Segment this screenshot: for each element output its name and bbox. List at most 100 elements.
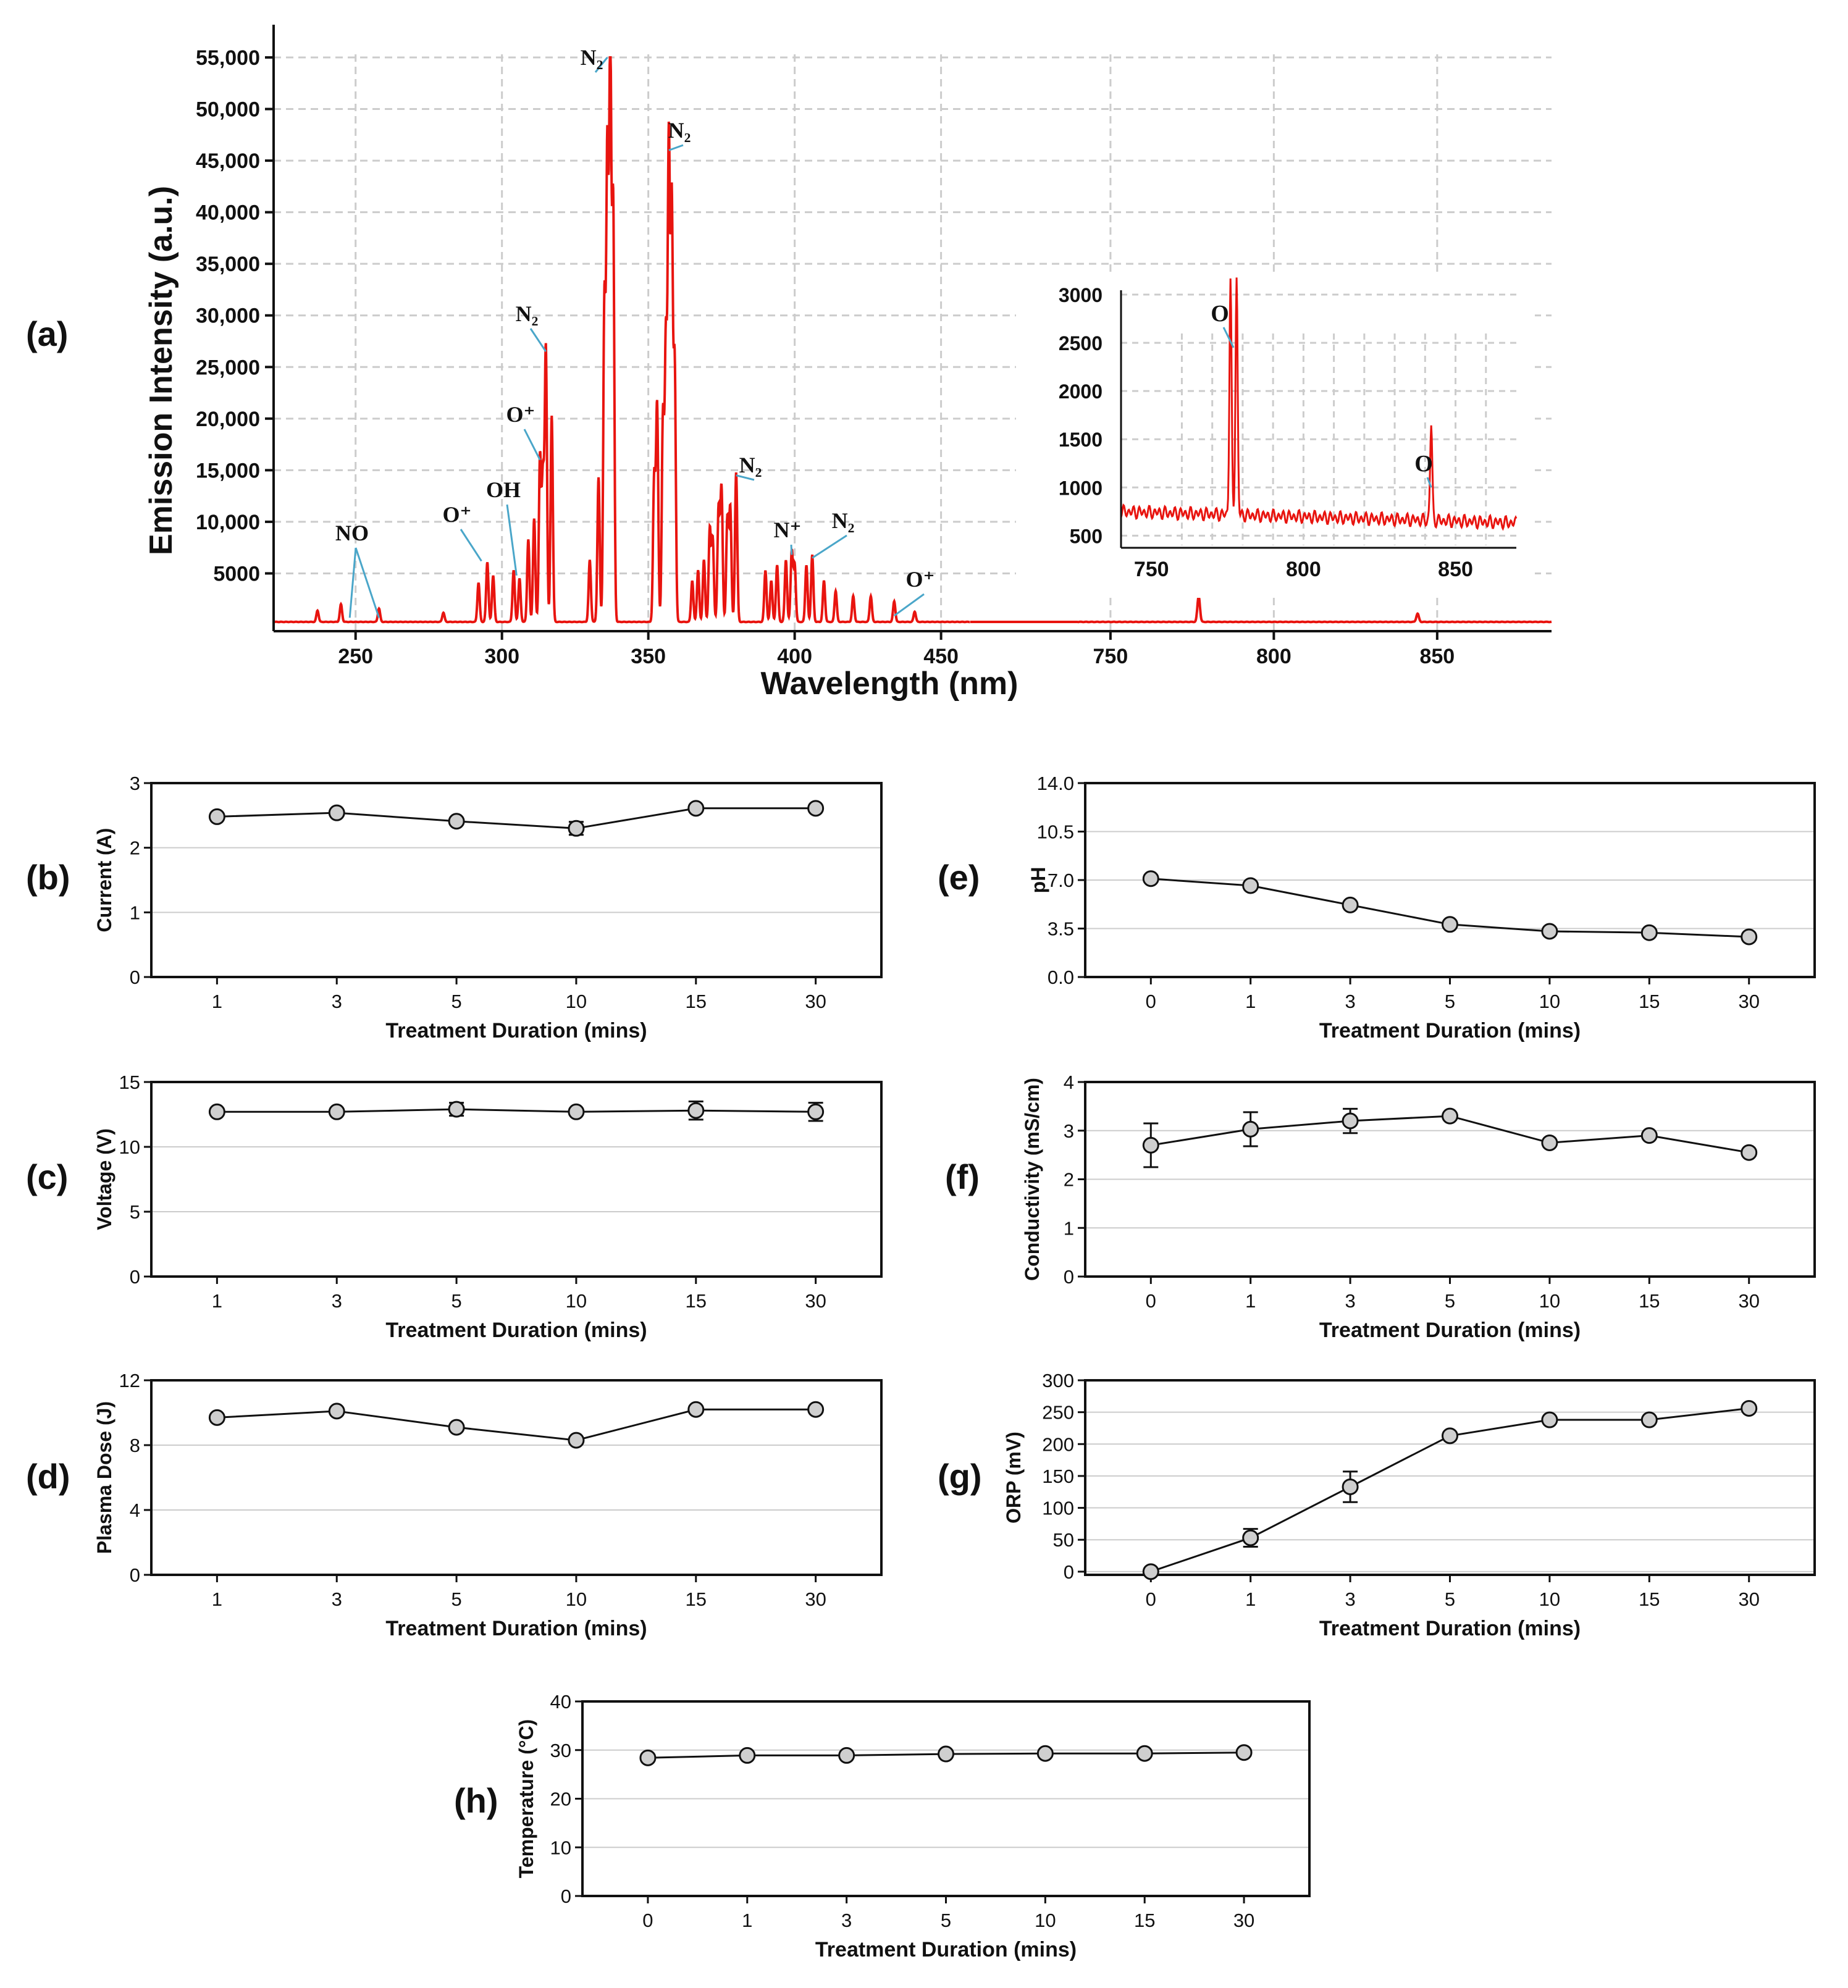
annotation-leader <box>523 429 541 461</box>
y-tick-label: 0 <box>130 967 140 988</box>
x-tick-label: 3 <box>1345 991 1355 1012</box>
x-tick-label: 250 <box>338 645 373 668</box>
data-point <box>1541 1134 1558 1151</box>
inset-y-tick-label: 1000 <box>1059 477 1102 499</box>
x-tick-label: 5 <box>1445 991 1455 1012</box>
y-tick-label: 35,000 <box>196 253 260 276</box>
chart-h: 0 10 20 30 40 0 1 3 5 10 15 30 Treatment Duration (m… <box>454 1691 1311 1961</box>
data-point <box>739 1747 756 1764</box>
data-point <box>1136 1745 1153 1762</box>
x-tick-label: 0 <box>1146 991 1156 1012</box>
annotation-leader <box>355 547 380 618</box>
annotation-leader <box>594 57 608 73</box>
x-axis-title: Treatment Duration (mins) <box>385 1319 647 1342</box>
data-point <box>448 813 465 830</box>
x-tick-label: 5 <box>941 1910 951 1931</box>
inset-background <box>1016 277 1535 598</box>
data-point <box>1442 1427 1458 1445</box>
x-tick-label: 3 <box>1345 1290 1355 1312</box>
y-tick-label: 5 <box>130 1201 140 1223</box>
data-point <box>1640 924 1658 941</box>
panel-label: (g) <box>938 1457 982 1496</box>
y-tick-label: 100 <box>1042 1498 1074 1519</box>
data-point <box>807 800 825 817</box>
x-tick-label: 10 <box>566 991 587 1012</box>
data-point <box>1541 1411 1558 1428</box>
x-tick-label: 15 <box>1639 1290 1660 1312</box>
annotation-label: N₂ <box>516 301 539 326</box>
x-tick-label: 30 <box>805 1290 826 1312</box>
x-axis-title: Wavelength (nm) <box>761 666 1018 702</box>
x-tick-label: 5 <box>451 1588 461 1610</box>
annotation-label: N₂ <box>739 453 762 477</box>
panel-label: (d) <box>26 1457 70 1496</box>
y-tick-label: 15 <box>119 1072 140 1093</box>
x-tick-label: 750 <box>1093 645 1128 668</box>
x-tick-label: 15 <box>686 1588 707 1610</box>
annotation-leader <box>529 328 547 353</box>
chart-f: 0 1 2 3 4 0 1 3 5 10 15 30 Treatment Duration (mins)… <box>945 1072 1816 1342</box>
x-tick-label: 30 <box>805 991 826 1012</box>
data-point <box>1640 1411 1658 1428</box>
x-tick-label: 0 <box>642 1910 653 1931</box>
y-axis-title: Emission Intensity (a.u.) <box>143 186 179 555</box>
data-point <box>1342 1478 1359 1495</box>
x-tick-label: 10 <box>566 1290 587 1312</box>
y-tick-label: 2 <box>1064 1169 1074 1191</box>
y-tick-label: 30,000 <box>196 304 260 328</box>
x-tick-label: 1 <box>742 1910 752 1931</box>
annotation-leader <box>893 593 925 617</box>
x-tick-label: 10 <box>1539 1588 1560 1610</box>
data-point <box>448 1419 465 1436</box>
annotation-label: NO <box>335 521 369 545</box>
y-tick-label: 300 <box>1042 1370 1074 1391</box>
inset-y-tick-label: 1500 <box>1059 429 1102 451</box>
x-tick-label: 1 <box>212 991 222 1012</box>
chart-a: 5000 10,000 15,000 20,000 25,000 30,000 35,000… <box>26 25 1552 702</box>
y-tick-label: 40,000 <box>196 201 260 225</box>
data-point <box>1142 1563 1159 1580</box>
y-tick-label: 0 <box>130 1266 140 1288</box>
y-tick-label: 20,000 <box>196 408 260 431</box>
annotation-label: NO <box>335 521 369 545</box>
annotation-label: O <box>1414 451 1433 477</box>
inset-y-tick-label: 3000 <box>1059 284 1102 306</box>
x-tick-label: 10 <box>1539 991 1560 1012</box>
x-tick-label: 5 <box>1445 1588 1455 1610</box>
y-axis-title: ORP (mV) <box>1002 1432 1025 1524</box>
data-point <box>328 804 345 821</box>
peak-annotation: N⁺ <box>774 518 802 555</box>
x-tick-label: 15 <box>686 1290 707 1312</box>
annotation-leader <box>1222 327 1235 348</box>
peak-annotation: O⁺ <box>506 402 541 461</box>
data-point <box>1541 923 1558 940</box>
data-point <box>1640 1127 1658 1144</box>
annotation-leader <box>812 534 847 559</box>
panel-label: (b) <box>26 858 70 897</box>
annotation-leader <box>460 529 482 562</box>
y-tick-label: 50,000 <box>196 98 260 122</box>
data-point <box>807 1103 825 1120</box>
y-tick-label: 0 <box>1064 1561 1074 1583</box>
y-tick-label: 40 <box>550 1691 571 1713</box>
x-tick-label: 3 <box>1345 1588 1355 1610</box>
y-axis-title: Current (A) <box>93 828 116 933</box>
x-tick-label: 5 <box>451 991 461 1012</box>
inset-x-tick-label: 750 <box>1134 558 1169 581</box>
x-tick-label: 400 <box>777 645 812 668</box>
chart-d: 0 4 8 12 1 3 5 10 15 30 Treatment Duration (mins) P… <box>26 1370 883 1640</box>
annotation-leader <box>1426 477 1432 488</box>
data-point <box>1242 877 1259 894</box>
annotation-leader <box>790 544 793 555</box>
data-point <box>1741 928 1758 946</box>
annotation-label: N₂ <box>581 45 603 70</box>
y-tick-label: 200 <box>1042 1433 1074 1455</box>
y-tick-label: 1 <box>1064 1217 1074 1239</box>
annotation-leader <box>506 504 518 576</box>
plot-frame <box>150 782 883 978</box>
data-point <box>1741 1399 1758 1417</box>
x-tick-label: 30 <box>1738 1290 1759 1312</box>
x-tick-label: 5 <box>451 1290 461 1312</box>
x-tick-label: 0 <box>1146 1588 1156 1610</box>
peak-annotation: N₂ <box>812 508 854 559</box>
